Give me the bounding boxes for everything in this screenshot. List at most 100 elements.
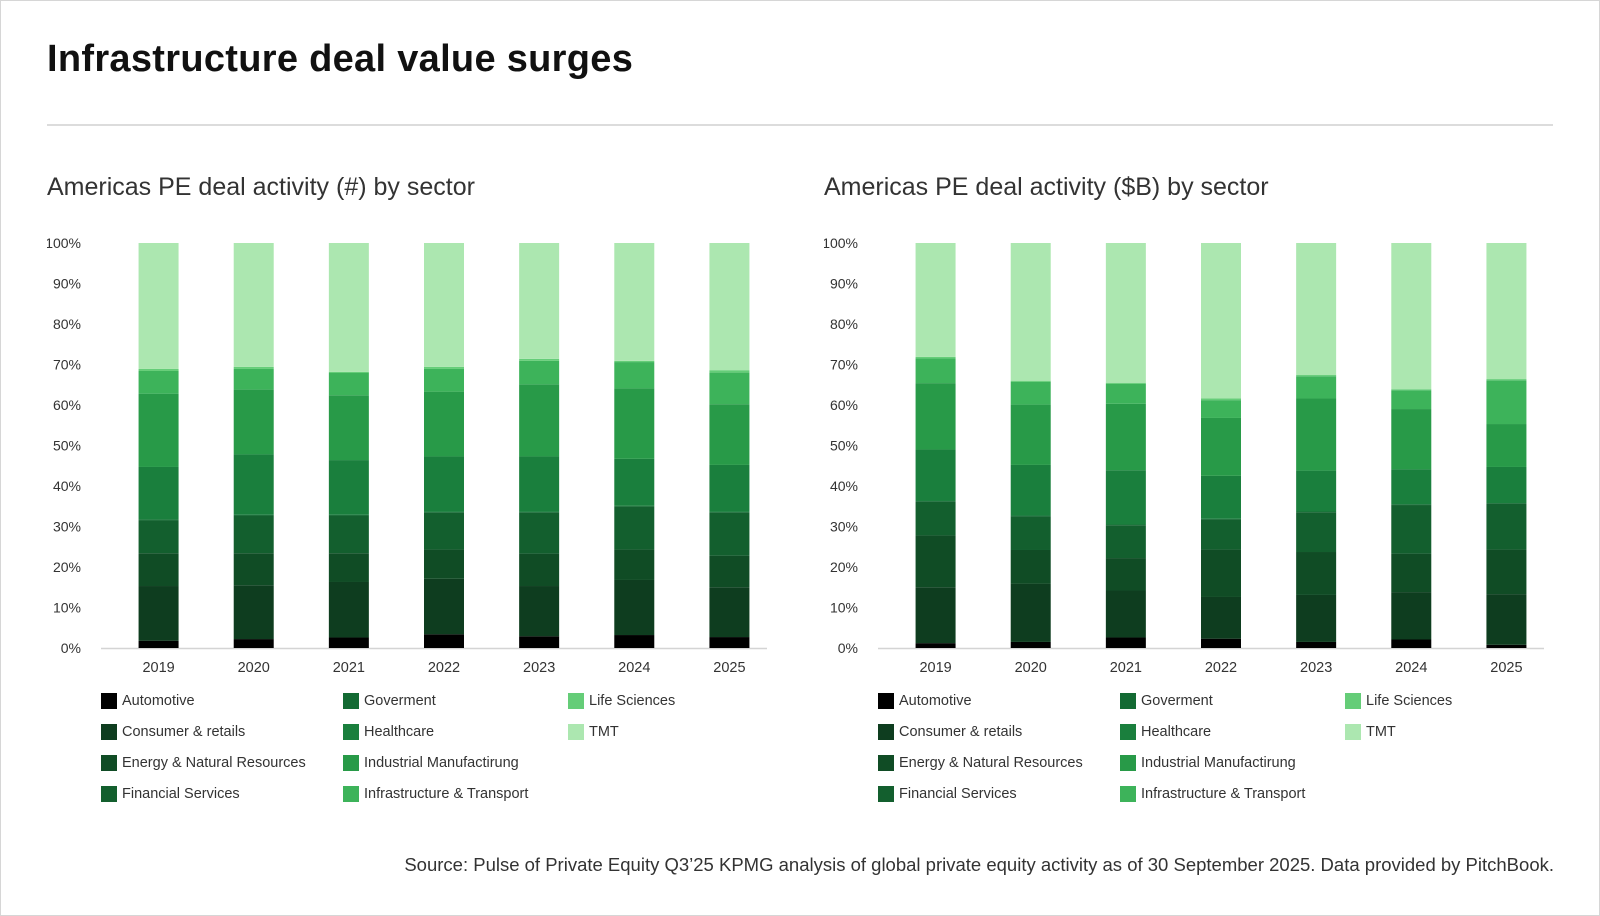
y-tick-label: 30%	[53, 519, 81, 535]
y-tick-label: 10%	[53, 600, 81, 616]
bar-segment-energy-natural-resources-2019	[915, 535, 956, 588]
bar-segment-industrial-manufactirung-2020	[233, 389, 274, 455]
bar-segment-infrastructure-transport-2019	[915, 358, 956, 384]
bar-segment-goverment-2019	[915, 500, 956, 502]
bar-segment-energy-natural-resources-2024	[614, 549, 655, 580]
legend-label: Infrastructure & Transport	[1141, 786, 1306, 802]
bar-segment-automotive-2025	[1486, 644, 1527, 648]
bar-segment-healthcare-2025	[709, 464, 750, 512]
bar-segment-consumer-retails-2022	[424, 578, 464, 635]
legend-item: Healthcare	[1120, 724, 1211, 740]
legend-label: Healthcare	[364, 724, 435, 740]
bar-segment-consumer-retails-2021	[328, 581, 369, 638]
legend-item: Life Sciences	[568, 693, 675, 709]
legend-label: Automotive	[122, 693, 195, 709]
bar-segment-industrial-manufactirung-2024	[1391, 409, 1432, 470]
y-tick-label: 40%	[53, 478, 81, 494]
y-tick-label: 100%	[47, 235, 81, 251]
bar-segment-healthcare-2023	[1296, 470, 1337, 512]
bar-segment-industrial-manufactirung-2021	[328, 395, 369, 461]
bar-segment-life-sciences-2021	[328, 371, 369, 374]
legend-label: Financial Services	[122, 786, 240, 802]
bar-segment-life-sciences-2024	[614, 360, 655, 363]
bar-segment-healthcare-2024	[614, 458, 655, 506]
legend-item: Industrial Manufactirung	[343, 755, 519, 771]
bar-segment-tmt-2024	[614, 243, 655, 361]
legend-label: Life Sciences	[1366, 693, 1453, 709]
bar-segment-life-sciences-2025	[709, 370, 750, 373]
bar-segment-energy-natural-resources-2021	[1105, 558, 1146, 591]
bar-segment-healthcare-2020	[233, 454, 274, 515]
bar-segment-infrastructure-transport-2024	[614, 362, 655, 389]
x-tick-label: 2025	[713, 660, 745, 676]
bar-segment-life-sciences-2021	[1105, 382, 1146, 384]
bar-segment-infrastructure-transport-2019	[138, 370, 179, 394]
bar-segment-financial-services-2019	[915, 501, 956, 536]
bar-segment-healthcare-2022	[424, 456, 464, 512]
bar-segment-goverment-2021	[328, 514, 369, 516]
bar-segment-life-sciences-2025	[1486, 379, 1527, 381]
bar-segment-tmt-2021	[328, 243, 369, 372]
bar-segment-automotive-2023	[519, 636, 560, 648]
bar-segment-financial-services-2024	[614, 506, 655, 550]
bar-segment-automotive-2022	[1201, 638, 1241, 648]
bar-segment-tmt-2022	[1201, 243, 1241, 399]
legend-label: Infrastructure & Transport	[364, 786, 529, 802]
bar-segment-industrial-manufactirung-2025	[709, 404, 750, 465]
bar-segment-infrastructure-transport-2023	[1296, 376, 1337, 399]
chart-legend: Automotive Consumer & retails Energy & Nat…	[101, 693, 801, 823]
bar-segment-healthcare-2022	[1201, 475, 1241, 519]
bar-segment-infrastructure-transport-2021	[328, 373, 369, 396]
legend-swatch	[343, 693, 359, 709]
y-tick-label: 30%	[830, 519, 858, 535]
bar-segment-goverment-2023	[519, 511, 560, 513]
x-tick-label: 2024	[618, 660, 650, 676]
bar-segment-healthcare-2024	[1391, 469, 1432, 505]
bar-segment-industrial-manufactirung-2019	[915, 383, 956, 450]
legend-swatch	[343, 755, 359, 771]
bar-segment-automotive-2025	[709, 637, 750, 648]
legend-label: Automotive	[899, 693, 972, 709]
bar-segment-energy-natural-resources-2021	[328, 553, 369, 582]
legend-label: Consumer & retails	[122, 724, 246, 740]
legend-item: Consumer & retails	[878, 724, 1022, 740]
bar-segment-industrial-manufactirung-2022	[1201, 417, 1241, 476]
y-tick-label: 70%	[830, 357, 858, 373]
legend-swatch	[1120, 786, 1136, 802]
bar-segment-consumer-retails-2020	[233, 585, 274, 640]
bar-segment-industrial-manufactirung-2024	[614, 388, 655, 459]
x-tick-label: 2019	[919, 660, 951, 676]
legend-swatch	[1345, 724, 1361, 740]
x-tick-label: 2022	[1205, 660, 1237, 676]
bar-segment-tmt-2019	[138, 243, 179, 369]
bar-segment-financial-services-2021	[328, 515, 369, 554]
x-tick-label: 2024	[1395, 660, 1427, 676]
y-tick-label: 0%	[61, 640, 81, 656]
chart-legend: Automotive Consumer & retails Energy & Nat…	[878, 693, 1578, 823]
bar-segment-goverment-2022	[424, 511, 464, 513]
bar-segment-automotive-2021	[328, 637, 369, 648]
bar-segment-energy-natural-resources-2020	[233, 553, 274, 586]
legend-swatch	[878, 724, 894, 740]
chart-plot: 0% 10% 20% 30% 40% 50% 60% 70% 80% 90% 100% 2019 202…	[47, 235, 767, 676]
y-tick-label: 60%	[830, 397, 858, 413]
y-tick-label: 20%	[53, 559, 81, 575]
bar-segment-consumer-retails-2019	[915, 587, 956, 644]
bar-segment-life-sciences-2023	[1296, 375, 1337, 377]
legend-swatch	[101, 693, 117, 709]
bar-segment-healthcare-2019	[138, 466, 179, 520]
bar-segment-life-sciences-2019	[915, 356, 956, 359]
bar-segment-industrial-manufactirung-2025	[1486, 424, 1527, 467]
bar-segment-consumer-retails-2025	[1486, 594, 1527, 645]
x-tick-label: 2022	[428, 660, 460, 676]
x-tick-label: 2023	[523, 660, 555, 676]
bar-segment-healthcare-2020	[1010, 464, 1051, 516]
bar-segment-financial-services-2022	[424, 512, 464, 550]
bar-segment-industrial-manufactirung-2019	[138, 393, 179, 467]
legend-item: Financial Services	[878, 786, 1017, 802]
legend-item: TMT	[1345, 724, 1396, 740]
bar-segment-tmt-2021	[1105, 243, 1146, 383]
legend-item: Infrastructure & Transport	[343, 786, 528, 802]
bar-segment-goverment-2022	[1201, 518, 1241, 520]
chart-title: Americas PE deal activity (#) by sector	[47, 173, 475, 201]
